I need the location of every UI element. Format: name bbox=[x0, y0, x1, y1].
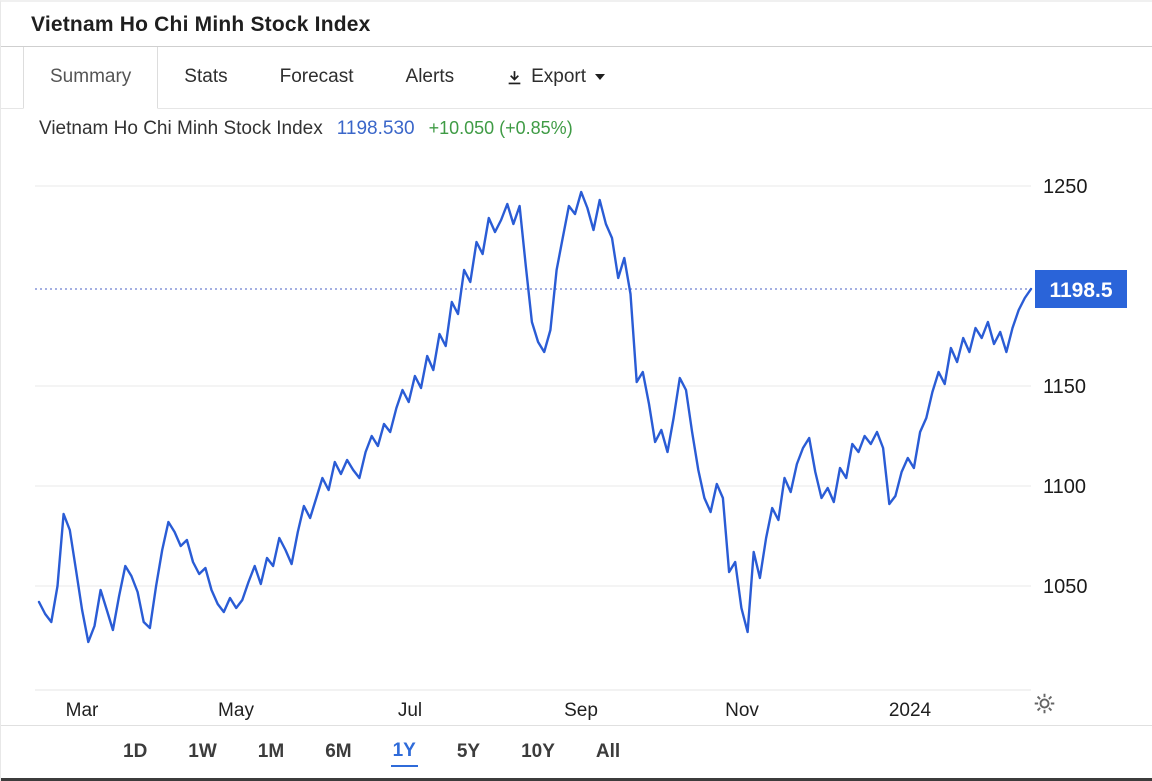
tab-summary-label: Summary bbox=[50, 66, 132, 88]
quote-row: Vietnam Ho Chi Minh Stock Index 1198.530… bbox=[1, 109, 1152, 151]
svg-text:Sep: Sep bbox=[564, 700, 598, 721]
svg-text:Mar: Mar bbox=[66, 700, 99, 721]
svg-text:Jul: Jul bbox=[398, 700, 422, 721]
range-button-1m[interactable]: 1M bbox=[257, 741, 285, 763]
tab-bar: Summary Stats Forecast Alerts Export bbox=[1, 47, 1152, 109]
tab-export[interactable]: Export bbox=[480, 47, 632, 108]
range-button-all[interactable]: All bbox=[595, 741, 621, 763]
x-axis-labels: Mar May Jul Sep Nov 2024 bbox=[66, 700, 932, 721]
svg-text:1250: 1250 bbox=[1043, 176, 1088, 198]
range-button-1w[interactable]: 1W bbox=[188, 741, 217, 763]
svg-text:Nov: Nov bbox=[725, 700, 759, 721]
range-button-6m[interactable]: 6M bbox=[325, 741, 352, 763]
quote-last-price: 1198.530 bbox=[336, 117, 415, 139]
tab-forecast[interactable]: Forecast bbox=[253, 47, 380, 108]
tab-summary[interactable]: Summary bbox=[23, 47, 159, 109]
range-toolbar: 1D 1W 1M 6M 1Y 5Y 10Y All bbox=[1, 725, 1152, 779]
quote-change: +10.050 (+0.85%) bbox=[428, 117, 573, 138]
tab-stats-label: Stats bbox=[184, 66, 228, 88]
tab-forecast-label: Forecast bbox=[279, 66, 354, 88]
settings-gear-icon[interactable] bbox=[1033, 692, 1056, 720]
tab-alerts-label: Alerts bbox=[405, 66, 455, 88]
footer-strip bbox=[1, 778, 1152, 781]
svg-text:1150: 1150 bbox=[1043, 376, 1086, 398]
chart-section: 1250 1150 1100 1050 1198.5 Mar May Jul Sep Nov 202… bbox=[1, 150, 1152, 725]
tab-export-label: Export bbox=[531, 66, 587, 88]
last-price-badge: 1198.5 bbox=[1035, 270, 1127, 309]
price-chart[interactable]: 1250 1150 1100 1050 1198.5 Mar May Jul Sep Nov 202… bbox=[35, 150, 1152, 725]
range-button-5y[interactable]: 5Y bbox=[456, 741, 481, 763]
svg-text:May: May bbox=[218, 700, 254, 721]
y-axis-labels: 1250 1150 1100 1050 bbox=[1043, 176, 1088, 598]
svg-text:1100: 1100 bbox=[1043, 476, 1086, 498]
range-button-1d[interactable]: 1D bbox=[123, 741, 148, 763]
svg-text:2024: 2024 bbox=[889, 700, 932, 721]
chevron-down-icon bbox=[595, 74, 606, 81]
page-title: Vietnam Ho Chi Minh Stock Index bbox=[31, 13, 371, 36]
tab-alerts[interactable]: Alerts bbox=[379, 47, 481, 108]
page-header: Vietnam Ho Chi Minh Stock Index bbox=[1, 2, 1152, 47]
svg-text:1050: 1050 bbox=[1043, 576, 1088, 598]
grid-lines bbox=[35, 185, 1031, 691]
download-icon bbox=[506, 69, 523, 86]
svg-text:1198.5: 1198.5 bbox=[1049, 279, 1112, 302]
price-series-line bbox=[37, 191, 1033, 644]
tab-stats[interactable]: Stats bbox=[158, 47, 254, 108]
range-button-1y[interactable]: 1Y bbox=[390, 737, 418, 768]
quote-name: Vietnam Ho Chi Minh Stock Index bbox=[39, 117, 323, 139]
range-button-10y[interactable]: 10Y bbox=[521, 741, 555, 763]
